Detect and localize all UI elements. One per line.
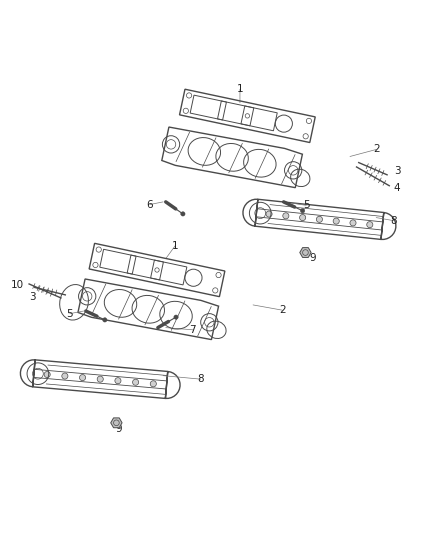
Text: 10: 10 (11, 280, 24, 290)
Text: 5: 5 (67, 309, 73, 319)
Circle shape (283, 213, 289, 219)
Circle shape (115, 378, 121, 384)
Circle shape (150, 381, 156, 387)
Circle shape (181, 212, 185, 216)
Text: 3: 3 (394, 166, 400, 176)
Circle shape (300, 208, 305, 213)
Text: 9: 9 (115, 424, 122, 434)
Circle shape (62, 373, 68, 379)
Polygon shape (111, 418, 122, 427)
Text: 3: 3 (29, 292, 35, 302)
Circle shape (102, 318, 107, 322)
Circle shape (133, 379, 139, 385)
Circle shape (350, 220, 356, 226)
Text: 9: 9 (310, 253, 316, 263)
Circle shape (316, 216, 322, 222)
Text: 7: 7 (190, 325, 196, 335)
Text: 2: 2 (279, 305, 286, 315)
Text: 6: 6 (147, 199, 153, 209)
Polygon shape (300, 248, 311, 257)
Circle shape (174, 315, 178, 319)
Circle shape (44, 372, 50, 377)
Circle shape (367, 222, 373, 228)
Text: 4: 4 (394, 183, 400, 193)
Text: 8: 8 (390, 216, 397, 225)
Text: 2: 2 (373, 144, 379, 155)
Text: 1: 1 (172, 240, 179, 251)
Circle shape (80, 375, 85, 381)
Text: 8: 8 (198, 374, 204, 384)
Circle shape (333, 218, 339, 224)
Text: 1: 1 (237, 84, 243, 94)
Circle shape (266, 211, 272, 217)
Circle shape (97, 376, 103, 382)
Text: 5: 5 (303, 200, 310, 211)
Circle shape (300, 214, 306, 221)
